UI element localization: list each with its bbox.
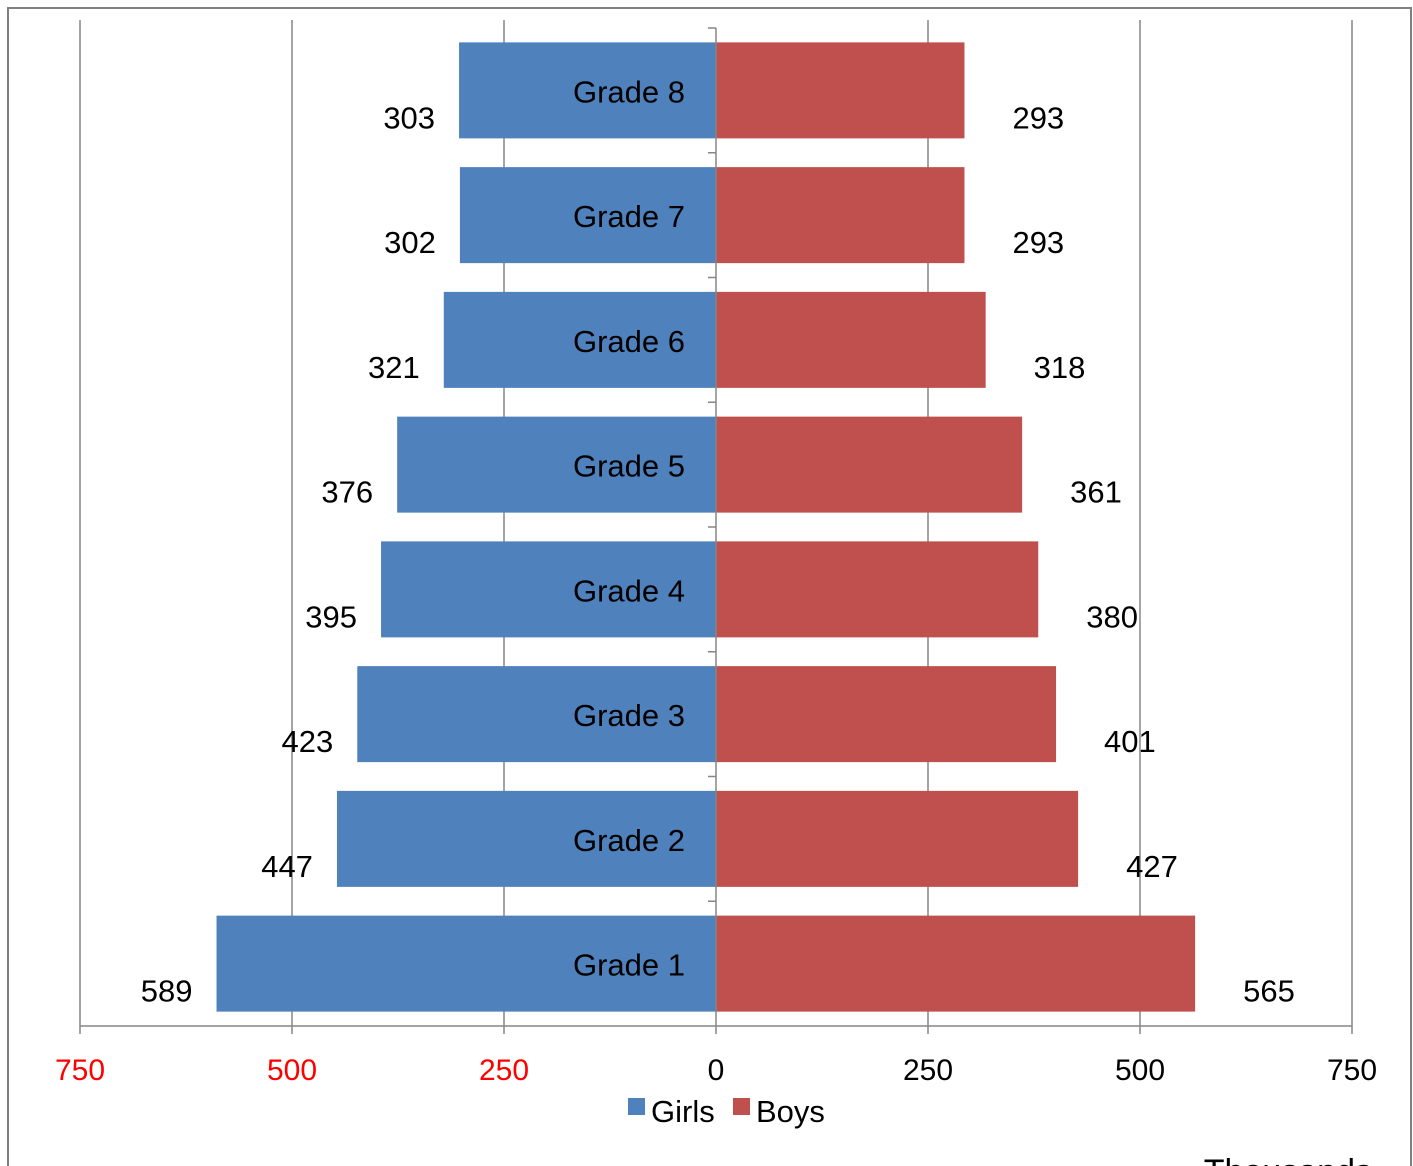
data-label-boys: 361: [1070, 475, 1122, 510]
category-label: Grade 6: [573, 324, 685, 359]
x-tick-label: 250: [479, 1054, 529, 1087]
chart-border: [7, 7, 1412, 1166]
bar-boys: [716, 666, 1057, 763]
legend-swatch-girls: [628, 1098, 645, 1115]
bar-girls: [459, 167, 716, 264]
bar-boys: [716, 167, 965, 264]
category-label: Grade 2: [573, 823, 685, 858]
data-label-girls: 395: [305, 599, 357, 634]
data-label-boys: 565: [1243, 974, 1295, 1009]
bar-boys: [716, 790, 1079, 887]
category-label: Grade 4: [573, 573, 685, 608]
legend-swatch-boys: [733, 1098, 750, 1115]
category-labels: Grade 1 Grade 2 Grade 3 Grade 4 Grade 5 Grade…: [573, 74, 685, 982]
category-label: Grade 7: [573, 199, 685, 234]
bar-girls: [443, 291, 716, 388]
bar-girls: [357, 666, 716, 763]
bar-boys: [716, 541, 1039, 638]
bar-girls: [459, 42, 716, 139]
tick-labels: 750 500 250 0 250 500 750: [55, 1054, 1377, 1087]
data-label-boys: 427: [1126, 849, 1178, 884]
data-label-girls: 447: [261, 849, 313, 884]
x-tick-label: 750: [55, 1054, 105, 1087]
bar-boys: [716, 915, 1196, 1012]
bar-boys: [716, 42, 965, 139]
data-label-boys: 293: [1012, 225, 1064, 260]
legend-label-boys: Boys: [756, 1094, 825, 1129]
data-label-girls: 302: [384, 225, 436, 260]
x-axis: [79, 27, 1353, 1034]
category-label: Grade 8: [573, 74, 685, 109]
x-tick-label: 250: [903, 1054, 953, 1087]
data-label-boys: 380: [1086, 599, 1138, 634]
category-label: Grade 5: [573, 449, 685, 484]
x-tick-label: 750: [1327, 1054, 1377, 1087]
x-tick-label: 500: [267, 1054, 317, 1087]
bar-girls: [397, 416, 716, 513]
x-tick-label: 500: [1115, 1054, 1165, 1087]
footer-text: Thousands: [1204, 1153, 1372, 1166]
data-label-girls: 303: [383, 100, 435, 135]
data-label-girls: 376: [321, 475, 373, 510]
bar-girls: [336, 790, 716, 887]
data-label-boys: 318: [1034, 350, 1086, 385]
legend: Girls Boys: [628, 1094, 825, 1129]
legend-label-girls: Girls: [651, 1094, 715, 1129]
bar-girls: [216, 915, 716, 1012]
data-label-girls: 321: [368, 350, 420, 385]
data-labels: 589 565 447 427 423 401 395 380 376 361 321 318 302 2…: [141, 100, 1295, 1008]
data-label-girls: 589: [141, 974, 193, 1009]
bars: [216, 42, 1196, 1012]
bar-boys: [716, 291, 986, 388]
bar-boys: [716, 416, 1023, 513]
bar-girls: [381, 541, 716, 638]
category-label: Grade 3: [573, 698, 685, 733]
data-label-boys: 293: [1012, 100, 1064, 135]
category-label: Grade 1: [573, 948, 685, 983]
data-label-boys: 401: [1104, 724, 1156, 759]
data-label-girls: 423: [282, 724, 334, 759]
x-tick-label: 0: [708, 1054, 725, 1087]
